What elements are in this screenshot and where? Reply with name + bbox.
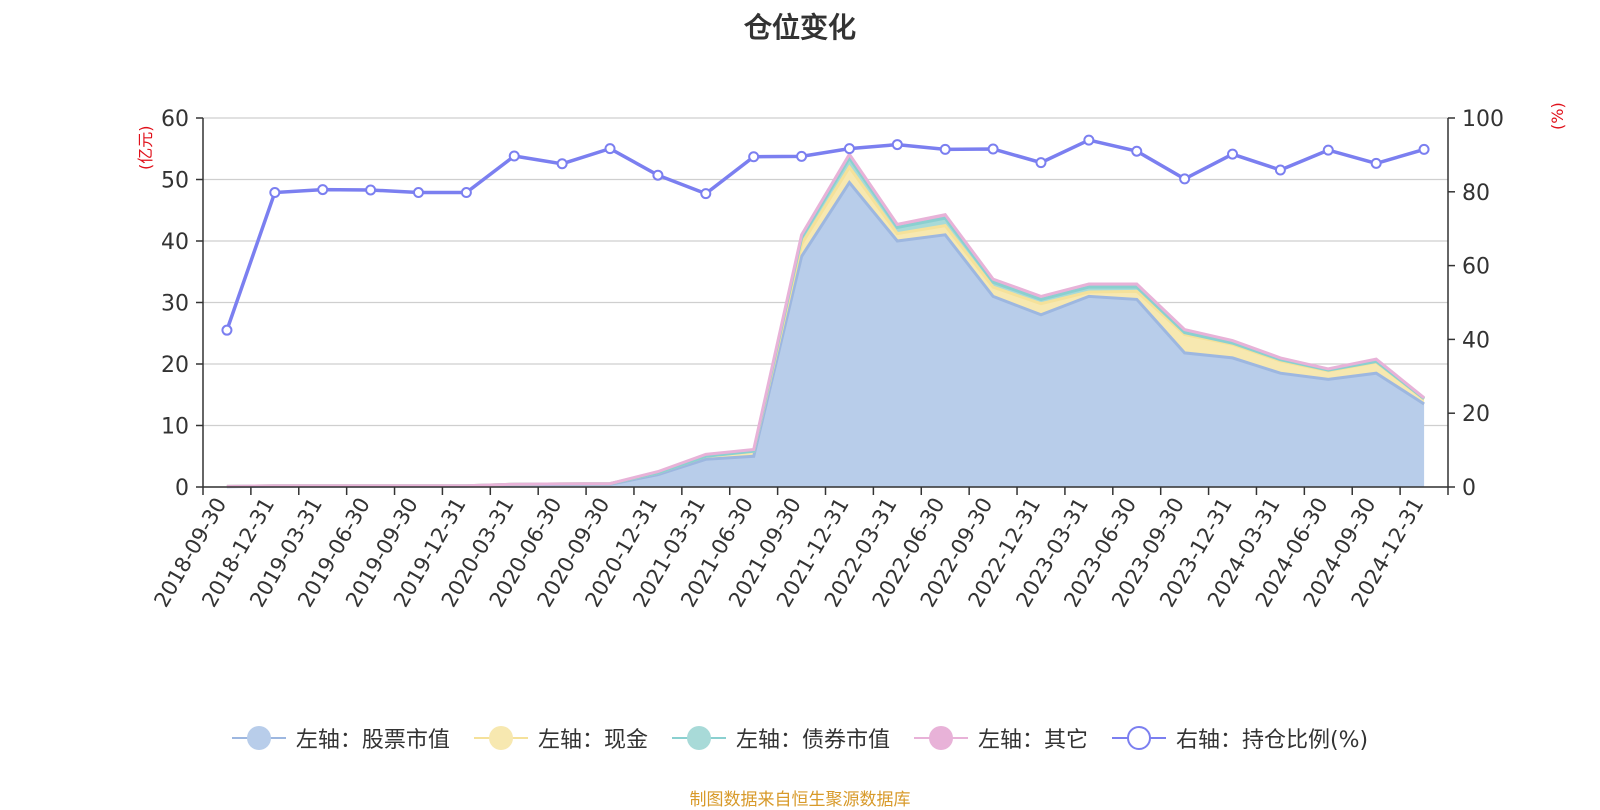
y-right-tick-label: 80 (1462, 181, 1490, 206)
line-point (556, 158, 568, 170)
legend-label: 左轴：债券市值 (735, 728, 890, 753)
line-point (508, 150, 520, 162)
y-left-tick-label: 40 (161, 230, 189, 255)
line-point (1274, 164, 1286, 176)
chart-title: 仓位变化 (743, 11, 856, 44)
legend-marker-icon (913, 725, 968, 751)
legend-item[interactable]: 左轴：债券市值 (671, 722, 890, 754)
legend-item[interactable]: 左轴：股票市值 (231, 722, 450, 754)
line-point (317, 184, 329, 196)
y-left-tick-label: 20 (161, 353, 189, 378)
line-point (460, 187, 472, 199)
legend-marker-icon (671, 725, 726, 751)
line-point (652, 169, 664, 181)
line-point (796, 150, 808, 162)
legend-label: 右轴：持仓比例(%) (1175, 728, 1369, 753)
legend-marker-icon (231, 725, 286, 751)
line-point (748, 151, 760, 163)
line-point (1370, 157, 1382, 169)
legend-label: 左轴：现金 (537, 728, 648, 753)
chart-legend: 左轴：股票市值 左轴：现金 左轴：债券市值 左轴：其它 右轴：持仓比例(%) (0, 722, 1600, 754)
area-line-左轴：其它 (226, 151, 1426, 488)
line-point (700, 188, 712, 200)
y-left-tick-label: 10 (161, 415, 189, 440)
line-point (1418, 143, 1430, 155)
line-point (939, 143, 951, 155)
line-point (1131, 145, 1143, 157)
y-left-tick-label: 0 (175, 476, 189, 501)
line-point (1179, 173, 1191, 185)
line-point (604, 143, 616, 155)
line-point (1227, 148, 1239, 160)
area-左轴：股票市值 (226, 182, 1425, 487)
line-point (843, 143, 855, 155)
y-right-tick-label: 0 (1462, 476, 1476, 501)
y-right-tick-label: 100 (1462, 107, 1504, 132)
line-point (1322, 144, 1334, 156)
line-point (891, 139, 903, 151)
y-left-tick-label: 60 (161, 107, 189, 132)
legend-marker-icon (1111, 725, 1166, 751)
y-right-tick-label: 20 (1462, 402, 1490, 427)
line-point (269, 187, 281, 199)
line-point (221, 324, 233, 336)
legend-item[interactable]: 左轴：其它 (913, 722, 1088, 754)
source-note: 制图数据来自恒生聚源数据库 (689, 790, 911, 810)
line-point (1035, 157, 1047, 169)
legend-marker-icon (473, 725, 528, 751)
line-point (1083, 134, 1095, 146)
y-left-tick-label: 50 (161, 169, 189, 194)
line-右轴：持仓比例(%) (225, 138, 1425, 331)
legend-item[interactable]: 右轴：持仓比例(%) (1111, 722, 1369, 754)
y-right-tick-label: 60 (1462, 255, 1490, 280)
legend-label: 左轴：其它 (977, 728, 1088, 753)
legend-label: 左轴：股票市值 (295, 728, 450, 753)
line-point (365, 184, 377, 196)
legend-item[interactable]: 左轴：现金 (473, 722, 648, 754)
line-point (412, 187, 424, 199)
y-right-tick-label: 40 (1462, 328, 1490, 353)
y-left-tick-label: 30 (161, 292, 189, 317)
line-point (987, 143, 999, 155)
